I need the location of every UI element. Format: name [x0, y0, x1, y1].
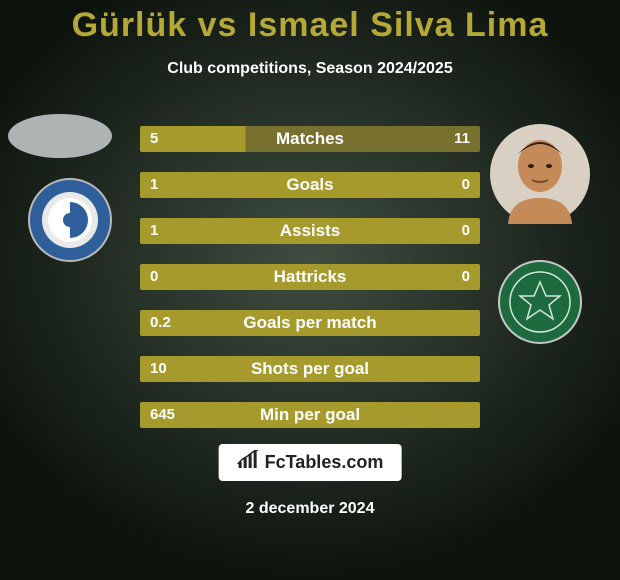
stat-row: 1Goals0 — [140, 172, 480, 198]
stat-row: 0Hattricks0 — [140, 264, 480, 290]
chart-icon — [237, 450, 259, 475]
stat-row: 645Min per goal — [140, 402, 480, 428]
player-left-avatar — [8, 114, 112, 158]
comparison-card: Gürlük vs Ismael Silva Lima Club competi… — [0, 0, 620, 580]
stat-row: 5Matches11 — [140, 126, 480, 152]
stat-row: 10Shots per goal — [140, 356, 480, 382]
comparison-bars: 5Matches111Goals01Assists00Hattricks00.2… — [140, 126, 480, 448]
stat-label: Hattricks — [140, 264, 480, 290]
page-title: Gürlük vs Ismael Silva Lima — [0, 6, 620, 45]
player-right-avatar — [490, 124, 590, 224]
watermark-text: FcTables.com — [265, 452, 384, 473]
stat-label: Shots per goal — [140, 356, 480, 382]
stat-right-value: 0 — [462, 264, 470, 290]
stat-right-value: 0 — [462, 218, 470, 244]
club-right-badge — [498, 260, 582, 344]
stat-label: Assists — [140, 218, 480, 244]
stat-label: Goals per match — [140, 310, 480, 336]
subtitle: Club competitions, Season 2024/2025 — [0, 60, 620, 78]
stat-label: Goals — [140, 172, 480, 198]
stat-right-value: 11 — [454, 126, 470, 152]
stat-label: Matches — [140, 126, 480, 152]
stat-row: 1Assists0 — [140, 218, 480, 244]
stat-row: 0.2Goals per match — [140, 310, 480, 336]
date-label: 2 december 2024 — [0, 500, 620, 518]
watermark: FcTables.com — [219, 444, 402, 481]
stat-right-value: 0 — [462, 172, 470, 198]
club-left-badge — [28, 178, 112, 262]
stat-label: Min per goal — [140, 402, 480, 428]
